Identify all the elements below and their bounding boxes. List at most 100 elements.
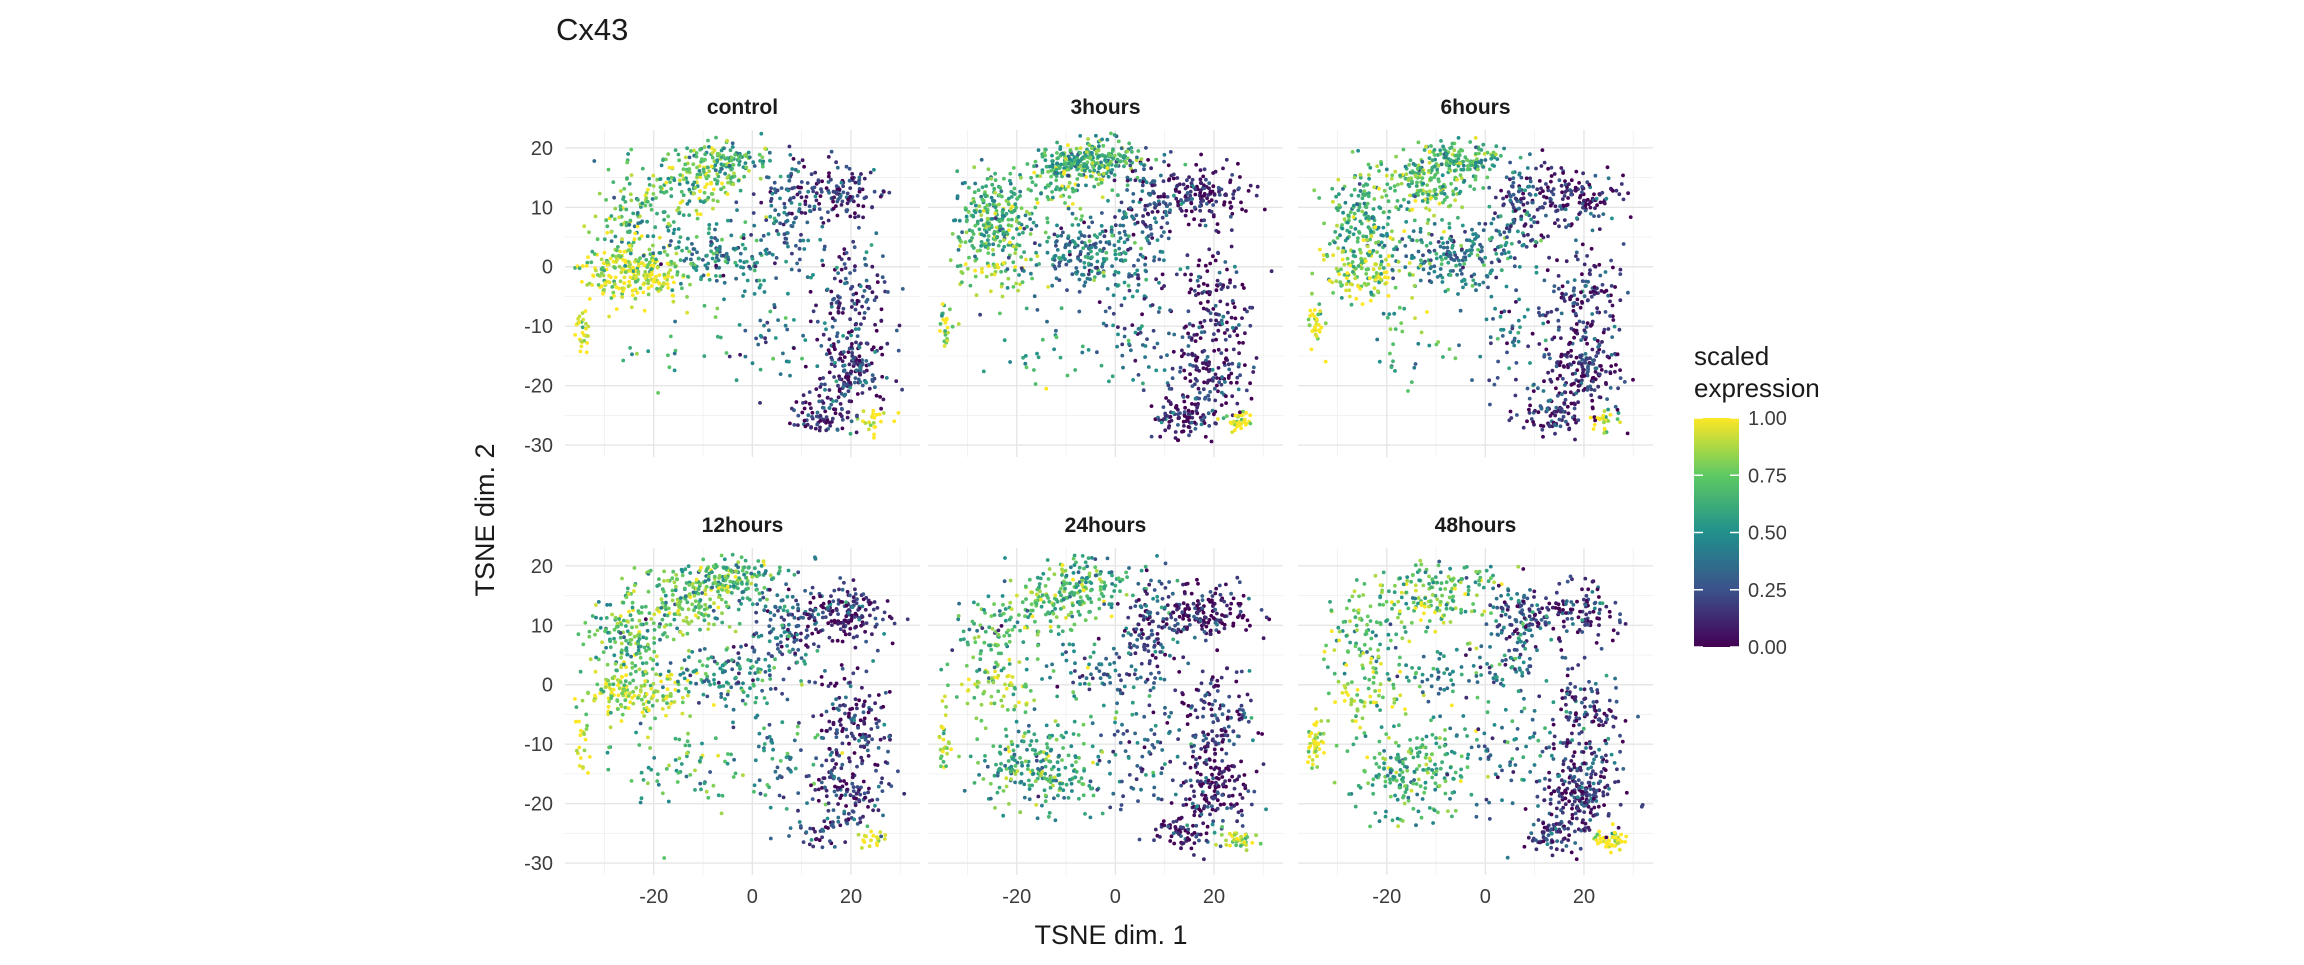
data-point — [1383, 275, 1387, 279]
data-point — [1245, 389, 1249, 393]
data-point — [710, 165, 714, 169]
data-point — [1606, 408, 1610, 412]
data-point — [1590, 399, 1594, 403]
data-point — [1129, 206, 1133, 210]
data-point — [1396, 199, 1400, 203]
data-point — [845, 208, 849, 212]
data-point — [1608, 314, 1612, 318]
data-point — [874, 617, 878, 621]
data-point — [625, 161, 629, 165]
data-point — [707, 145, 711, 149]
data-point — [943, 329, 947, 333]
data-point — [787, 569, 791, 573]
data-point — [982, 370, 986, 374]
data-point — [640, 219, 644, 223]
data-point — [1028, 217, 1032, 221]
data-point — [1006, 232, 1010, 236]
data-point — [1229, 421, 1233, 425]
data-point — [1136, 258, 1140, 262]
data-point — [1318, 248, 1322, 252]
data-point — [1590, 312, 1594, 316]
data-point — [1511, 171, 1515, 175]
data-point — [1565, 189, 1569, 193]
data-point — [746, 587, 750, 591]
data-point — [1235, 381, 1239, 385]
data-point — [631, 293, 635, 297]
data-point — [666, 286, 670, 290]
data-point — [1058, 166, 1062, 170]
data-point — [742, 233, 746, 237]
data-point — [1419, 166, 1423, 170]
data-point — [1399, 321, 1403, 325]
data-point — [854, 376, 858, 380]
data-point — [1562, 365, 1566, 369]
data-point — [1140, 157, 1144, 161]
data-point — [814, 427, 818, 431]
data-point — [610, 285, 614, 289]
data-point — [1413, 284, 1417, 288]
data-point — [892, 419, 896, 423]
data-point — [1157, 258, 1161, 262]
data-point — [1066, 143, 1070, 147]
data-point — [1114, 257, 1118, 261]
data-point — [973, 190, 977, 194]
data-point — [1236, 162, 1240, 166]
data-point — [1613, 325, 1617, 329]
data-point — [767, 328, 771, 332]
data-point — [823, 321, 827, 325]
data-point — [1202, 349, 1206, 353]
data-point — [698, 189, 702, 193]
data-point — [1515, 413, 1519, 417]
data-point — [1191, 324, 1195, 328]
data-point — [1148, 193, 1152, 197]
data-point — [803, 211, 807, 215]
data-point — [800, 411, 804, 415]
data-point — [1190, 353, 1194, 357]
data-point — [755, 261, 759, 265]
data-point — [1579, 306, 1583, 310]
data-point — [858, 354, 862, 358]
data-point — [852, 785, 856, 789]
data-point — [1500, 268, 1504, 272]
data-point — [1438, 202, 1442, 206]
data-point — [759, 201, 763, 205]
data-point — [849, 334, 853, 338]
data-point — [1345, 282, 1349, 286]
data-point — [960, 280, 964, 284]
data-point — [1599, 364, 1603, 368]
data-point — [1207, 362, 1211, 366]
data-point — [1540, 428, 1544, 432]
data-point — [1162, 179, 1166, 183]
data-point — [1575, 356, 1579, 360]
data-point — [1463, 230, 1467, 234]
data-point — [1053, 258, 1057, 262]
data-point — [1352, 250, 1356, 254]
data-point — [1199, 336, 1203, 340]
data-point — [1056, 234, 1060, 238]
data-point — [1597, 263, 1601, 267]
data-point — [1602, 431, 1606, 435]
data-point — [1145, 337, 1149, 341]
data-point — [1561, 197, 1565, 201]
data-point — [702, 167, 706, 171]
data-point — [1383, 282, 1387, 286]
data-point — [1463, 155, 1467, 159]
data-point — [1474, 178, 1478, 182]
data-point — [707, 622, 711, 626]
data-point — [957, 322, 961, 326]
data-point — [772, 303, 776, 307]
data-point — [987, 264, 991, 268]
data-point — [728, 355, 732, 359]
data-point — [737, 157, 741, 161]
data-point — [1595, 306, 1599, 310]
data-point — [1451, 269, 1455, 273]
data-point — [1123, 281, 1127, 285]
data-point — [1429, 241, 1433, 245]
data-point — [1116, 333, 1120, 337]
data-point — [1227, 362, 1231, 366]
data-point — [1019, 255, 1023, 259]
data-point — [868, 286, 872, 290]
data-point — [1505, 341, 1509, 345]
data-point — [1006, 267, 1010, 271]
data-point — [1412, 366, 1416, 370]
